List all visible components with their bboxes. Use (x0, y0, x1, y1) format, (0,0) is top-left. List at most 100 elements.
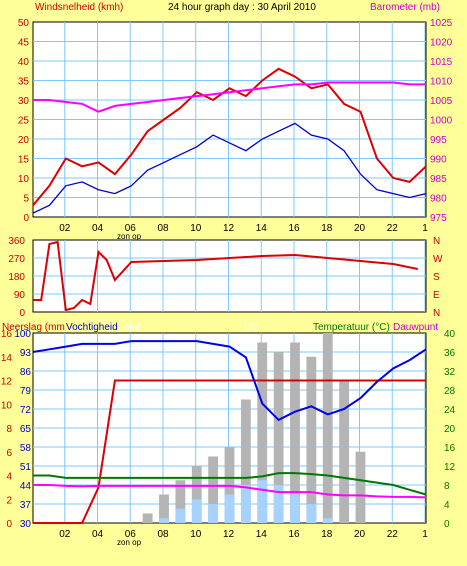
wind-x-tick-label: 12 (223, 223, 235, 234)
wind-y-tick-label: 15 (18, 155, 30, 166)
solar-bar (191, 466, 202, 523)
wind-x-tick-label: 22 (387, 223, 399, 234)
dewpoint-line (33, 484, 427, 499)
rain-y-tick-label: 8 (6, 424, 12, 435)
uv-bar (208, 504, 219, 523)
temperature-axis-title: Temperatuur (°C) (313, 322, 390, 333)
solar-bar (306, 356, 317, 523)
solar-bar (355, 451, 366, 523)
rain-line (33, 379, 426, 524)
humidity-y-tick-label: 30 (20, 519, 32, 530)
compass-tick-label: S (433, 272, 440, 283)
climate-x-tick-label: 10 (190, 529, 202, 540)
wind-y-tick-label: 50 (18, 18, 30, 29)
wind-x-tick-label: 20 (354, 223, 366, 234)
climate-x-tick-label: 12 (223, 529, 235, 540)
uv-bar (273, 485, 284, 523)
wind-x-tick-label: 1 (422, 223, 428, 234)
climate-x-tick-label: 14 (256, 529, 268, 540)
climate-x-tick-label: 04 (92, 529, 104, 540)
compass-tick-label: E (433, 290, 440, 301)
uv-bar (159, 518, 169, 523)
solar-bar (339, 380, 350, 523)
uv-bar (240, 485, 251, 523)
humidity-y-tick-label: 79 (20, 386, 32, 397)
climate-x-tick-label: 20 (354, 529, 366, 540)
rain-y-tick-label: 4 (6, 472, 12, 483)
wind-x-tick-label: 10 (190, 223, 202, 234)
temperature-y-tick-label: 16 (444, 443, 456, 454)
humidity-y-tick-label: 100 (14, 329, 31, 340)
temperature-y-tick-label: 12 (444, 462, 456, 473)
temperature-line (33, 472, 427, 496)
wind-x-tick-label: 18 (321, 223, 333, 234)
humidity-y-tick-label: 37 (20, 500, 32, 511)
dewpoint-axis-title: Dauwpunt (393, 322, 438, 333)
humidity-y-tick-label: 72 (20, 405, 32, 416)
humidity-line (32, 340, 427, 422)
rain-y-tick-label: 0 (6, 519, 12, 530)
temperature-y-tick-label: 0 (444, 519, 450, 530)
temperature-y-tick-label: 8 (444, 481, 450, 492)
barometer-y-tick-label: 975 (430, 213, 447, 224)
uv-bar (322, 518, 333, 523)
solar-axis-title: olar (124, 322, 141, 333)
compass-tick-label: N (433, 236, 440, 247)
barometer-y-tick-label: 995 (430, 135, 447, 146)
wind-y-tick-label: 5 (23, 194, 29, 205)
wind-y-tick-label: 10 (18, 174, 30, 185)
barometer-y-tick-label: 1005 (430, 96, 453, 107)
temperature-y-tick-label: 20 (444, 424, 456, 435)
solar-bar (322, 333, 333, 523)
wind-y-tick-label: 30 (18, 96, 30, 107)
humidity-y-tick-label: 44 (20, 481, 32, 492)
wind-y-tick-label: 0 (23, 213, 29, 224)
wind-x-tick-label: 02 (59, 223, 71, 234)
sunrise-label-bottom: zon op (117, 538, 142, 547)
compass-tick-label: W (433, 254, 443, 265)
humidity-axis-title: Vochtigheid (66, 322, 118, 333)
temperature-y-tick-label: 36 (444, 348, 456, 359)
wind-x-tick-label: 06 (125, 223, 137, 234)
humidity-y-tick-label: 86 (20, 367, 32, 378)
solar-bar (175, 480, 186, 523)
uv-bar (224, 494, 235, 523)
wind-y-tick-label: 20 (18, 135, 30, 146)
direction-y-tick-label: 360 (8, 236, 25, 247)
barometer-y-tick-label: 1000 (430, 116, 453, 127)
wind-y-tick-label: 40 (18, 57, 30, 68)
wind-y-tick-label: 25 (18, 116, 30, 127)
rain-y-tick-label: 10 (1, 400, 13, 411)
solar-bar (240, 399, 251, 523)
climate-x-tick-label: 06 (125, 529, 137, 540)
barometer-axis-title: Barometer (mb) (370, 2, 440, 13)
wind-x-tick-label: 08 (157, 223, 169, 234)
wind-direction-line (33, 240, 418, 312)
rain-y-tick-label: 12 (1, 377, 13, 388)
solar-bar (142, 513, 153, 523)
solar-bar (290, 342, 300, 523)
humidity-y-tick-label: 65 (20, 424, 32, 435)
direction-y-tick-label: 0 (19, 308, 25, 319)
compass-tick-label: N (433, 308, 440, 319)
rain-y-tick-label: 14 (1, 353, 13, 364)
humidity-y-tick-label: 51 (20, 462, 32, 473)
wind-gust-line (32, 67, 427, 206)
solar-bar (273, 352, 284, 523)
climate-x-tick-label: 08 (157, 529, 169, 540)
wind-x-tick-label: 14 (256, 223, 268, 234)
barometer-y-tick-label: 1010 (430, 77, 453, 88)
rain-y-tick-label: 2 (6, 495, 12, 506)
wind-axis-title: Windsnelheid (kmh) (35, 2, 123, 13)
uv-bar (257, 480, 268, 523)
climate-x-tick-label: 02 (59, 529, 71, 540)
direction-y-tick-label: 270 (8, 254, 25, 265)
uv-bar (191, 499, 202, 523)
barometer-y-tick-label: 1015 (430, 57, 453, 68)
climate-x-tick-label: 18 (321, 529, 333, 540)
barometer-y-tick-label: 990 (430, 155, 447, 166)
temperature-y-tick-label: 28 (444, 386, 456, 397)
uv-bar (306, 504, 317, 523)
barometer-y-tick-label: 1025 (430, 18, 453, 29)
